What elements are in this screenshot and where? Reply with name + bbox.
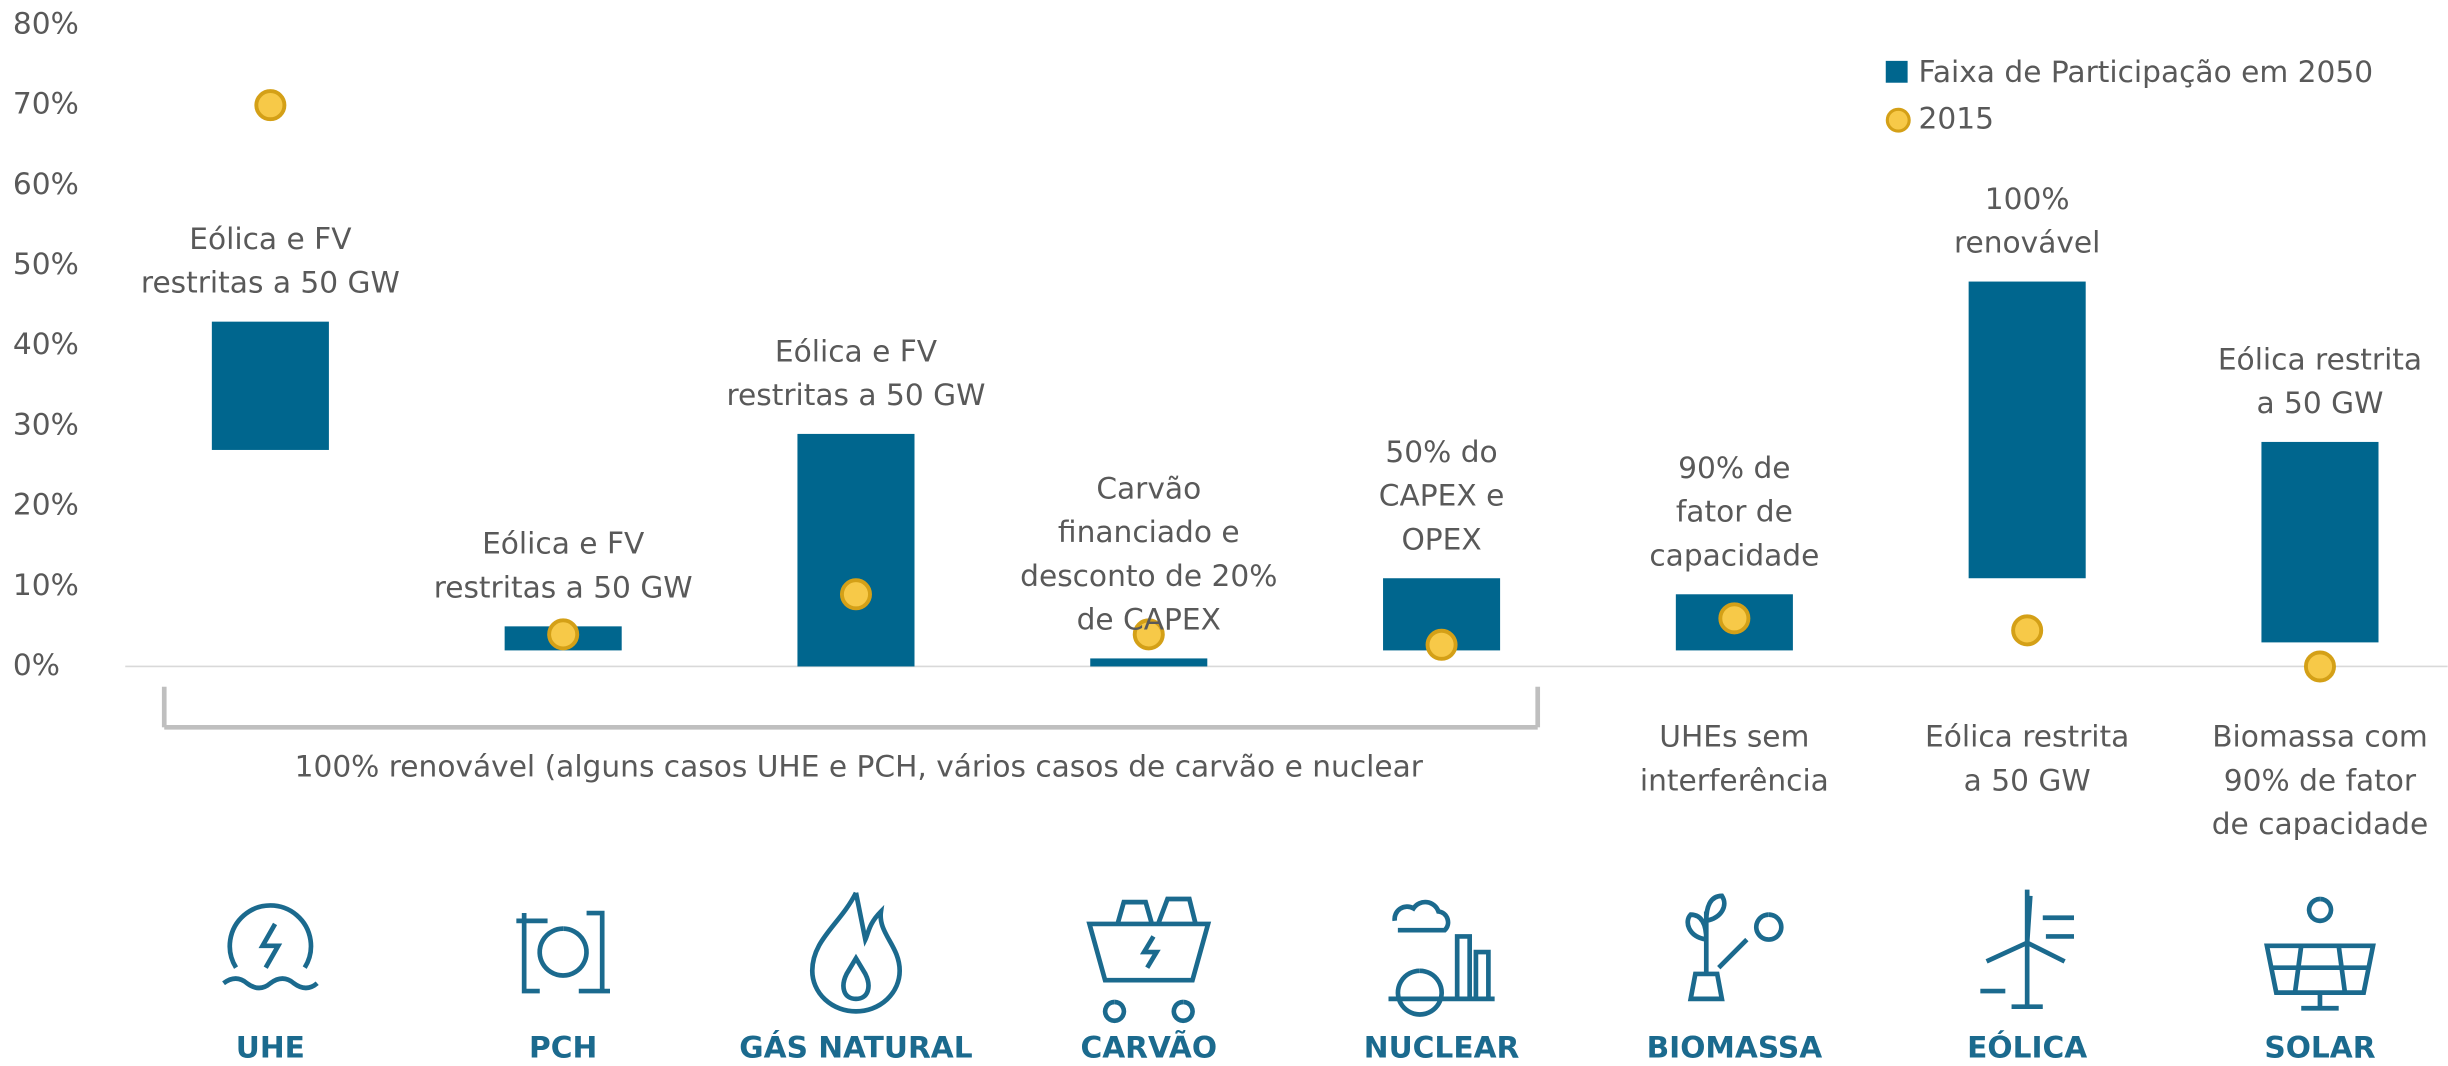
dot-2015 — [254, 89, 287, 122]
annotation: Eólica e FV — [189, 221, 352, 256]
annotation: 90% de fator — [2224, 762, 2417, 797]
annotation: UHEs sem — [1659, 719, 1809, 754]
annotation: de CAPEX — [1077, 601, 1221, 636]
bracket-label: 100% renovável (alguns casos UHE e PCH, … — [295, 748, 1424, 783]
range-bar — [1090, 658, 1208, 667]
y-tick-label: 60% — [13, 166, 79, 201]
category-label: CARVÃO — [1080, 1028, 1217, 1064]
legend-label: Faixa de Participação em 2050 — [1919, 54, 2374, 89]
annotation: 50% do — [1385, 434, 1497, 469]
annotation: OPEX — [1401, 521, 1481, 556]
category-label: NUCLEAR — [1364, 1029, 1520, 1064]
annotation: financiado e — [1058, 514, 1240, 549]
dot-2015 — [2011, 614, 2044, 647]
legend-swatch — [1885, 60, 1908, 83]
annotation: restritas a 50 GW — [141, 265, 400, 300]
annotation: Carvão — [1096, 470, 1201, 505]
annotation: restritas a 50 GW — [434, 569, 693, 604]
dot-2015 — [2303, 650, 2336, 683]
y-tick-label: 0% — [13, 647, 60, 682]
category-icon — [516, 910, 610, 994]
category-label: GÁS NATURAL — [739, 1029, 972, 1064]
dot-2015 — [1718, 602, 1751, 635]
y-tick-label: 70% — [13, 86, 79, 121]
y-tick-label: 50% — [13, 246, 79, 281]
category-icon — [809, 891, 903, 1014]
category-icon — [1685, 893, 1784, 1002]
category-icon — [1980, 889, 2074, 1010]
y-tick-label: 30% — [13, 406, 79, 441]
range-bar — [211, 321, 329, 450]
annotation: Eólica restrita — [1925, 719, 2129, 754]
annotation: Eólica restrita — [2218, 341, 2422, 376]
y-tick-label: 40% — [13, 326, 79, 361]
dot-2015 — [547, 618, 580, 651]
category-icon — [222, 903, 319, 991]
legend-swatch — [1885, 107, 1911, 133]
category-label: EÓLICA — [1967, 1028, 2087, 1064]
category-icon — [1086, 896, 1212, 1024]
annotation: 90% de — [1678, 450, 1790, 485]
range-bar — [2261, 441, 2379, 643]
y-tick-label: 20% — [13, 487, 79, 522]
dot-2015 — [1132, 618, 1165, 651]
annotation: Biomassa com — [2212, 719, 2428, 754]
annotation: a 50 GW — [1964, 762, 2091, 797]
dot-2015 — [1425, 628, 1458, 661]
annotation: renovável — [1954, 225, 2100, 260]
annotation: a 50 GW — [2256, 385, 2383, 420]
y-tick-label: 80% — [13, 5, 79, 40]
dot-2015 — [839, 578, 872, 611]
annotation: Eólica e FV — [775, 333, 938, 368]
annotation: 100% — [1985, 181, 2070, 216]
category-label: SOLAR — [2264, 1029, 2375, 1064]
category-icon — [1388, 899, 1495, 1017]
y-tick-label: 10% — [13, 567, 79, 602]
category-label: BIOMASSA — [1647, 1029, 1823, 1064]
annotation: desconto de 20% — [1020, 558, 1277, 593]
annotation: fator de — [1676, 494, 1793, 529]
category-label: PCH — [529, 1029, 597, 1064]
range-bar — [1968, 281, 2086, 579]
annotation: Eólica e FV — [482, 526, 645, 561]
category-icon — [2264, 896, 2376, 1011]
annotation: capacidade — [1649, 537, 1819, 572]
legend-label: 2015 — [1919, 101, 1994, 136]
annotation: restritas a 50 GW — [727, 377, 986, 412]
category-label: UHE — [236, 1029, 305, 1064]
range-bar — [797, 433, 915, 667]
annotation: CAPEX e — [1379, 478, 1505, 513]
annotation: de capacidade — [2212, 806, 2428, 841]
annotation: interferência — [1640, 762, 1829, 797]
